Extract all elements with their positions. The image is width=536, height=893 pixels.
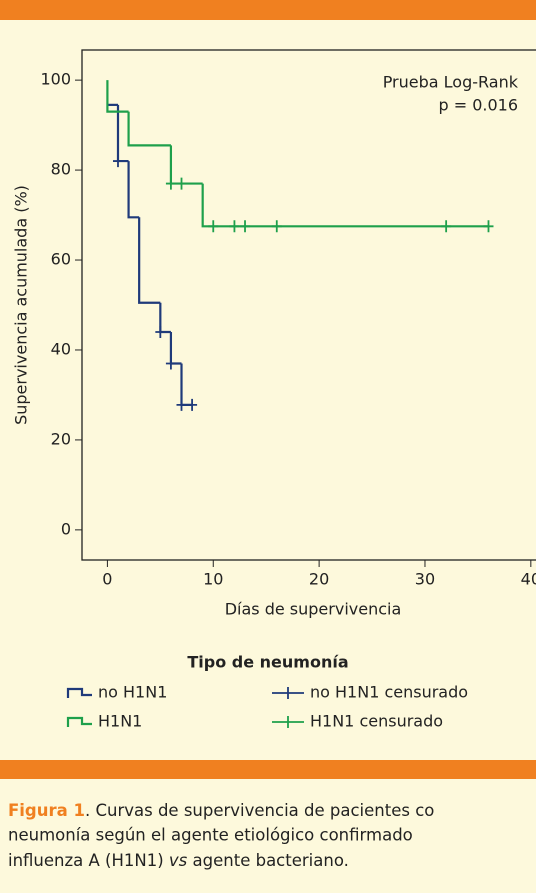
- legend-symbol: [66, 687, 92, 698]
- survival-step: [169, 331, 182, 365]
- survival-step: [116, 104, 129, 163]
- plot-frame: [81, 49, 536, 561]
- survival-step: [169, 145, 203, 185]
- y-tick-label: 80: [51, 160, 71, 179]
- annotation: Prueba Log-Rank: [383, 73, 519, 92]
- caption-line: Figura 1. Curvas de supervivencia de pac…: [8, 801, 434, 820]
- legend-label: no H1N1 censurado: [310, 683, 468, 702]
- caption-text: . Curvas de supervivencia de pacientes c…: [85, 801, 434, 820]
- x-axis-label: Días de supervivencia: [225, 600, 402, 619]
- bottom-bar: [0, 760, 536, 779]
- censor-mark: [165, 357, 176, 370]
- annotation: p = 0.016: [438, 96, 518, 115]
- survival-step: [106, 80, 129, 113]
- censor-mark: [271, 220, 282, 233]
- y-tick-label: 40: [51, 339, 71, 358]
- legend-title: Tipo de neumonía: [187, 653, 348, 672]
- legend-symbol: [272, 687, 304, 699]
- censor-mark: [483, 220, 494, 233]
- y-tick-label: 20: [51, 429, 71, 448]
- censor-mark: [165, 177, 176, 190]
- censor-mark: [187, 398, 198, 411]
- top-bar: [0, 0, 536, 20]
- legend-symbol: [66, 716, 92, 727]
- y-axis-label: Supervivencia acumulada (%): [12, 185, 31, 425]
- survival-step: [159, 302, 171, 334]
- censor-mark: [208, 220, 219, 233]
- y-tick-label: 60: [51, 250, 71, 269]
- survival-step: [201, 183, 489, 228]
- survival-step: [127, 161, 140, 219]
- censor-mark: [240, 220, 251, 233]
- legend-symbol: [272, 716, 304, 728]
- censor-mark: [441, 220, 452, 233]
- caption-text: influenza A (H1N1): [8, 851, 169, 870]
- survival-step: [127, 111, 171, 147]
- caption-text: agente bacteriano.: [187, 851, 349, 870]
- y-tick-label: 100: [40, 70, 71, 89]
- caption-line: neumonía según el agente etiológico conf…: [8, 826, 413, 845]
- censor-mark: [155, 325, 166, 338]
- caption-label: Figura 1: [8, 801, 85, 820]
- x-tick-label: 30: [415, 570, 435, 589]
- caption-text: vs: [169, 851, 188, 870]
- x-tick-label: 0: [102, 570, 112, 589]
- legend-label: H1N1 censurado: [310, 712, 443, 731]
- legend-label: no H1N1: [98, 683, 167, 702]
- survival-step: [180, 363, 193, 406]
- censor-mark: [176, 398, 187, 411]
- x-tick-label: 20: [309, 570, 329, 589]
- y-tick-label: 0: [61, 519, 71, 538]
- caption-line: influenza A (H1N1) vs agente bacteriano.: [8, 851, 349, 870]
- x-tick-label: 40: [521, 570, 536, 589]
- survival-step: [138, 217, 161, 304]
- legend-label: H1N1: [98, 712, 142, 731]
- censor-mark: [229, 220, 240, 233]
- censor-mark: [176, 177, 187, 190]
- censor-mark: [112, 155, 123, 168]
- x-tick-label: 10: [203, 570, 223, 589]
